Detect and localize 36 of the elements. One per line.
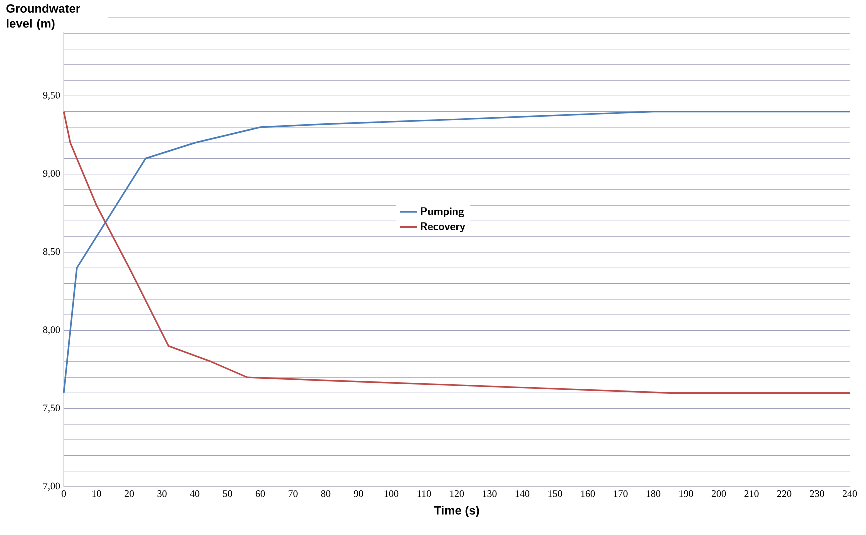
x-tick-label: 170 (614, 490, 628, 498)
x-tick-label: 100 (384, 490, 399, 498)
x-axis-title: Time (s) (434, 506, 480, 518)
x-tick-label: 40 (190, 490, 200, 498)
y-tick-label: 8,00 (43, 326, 60, 335)
x-tick-label: 60 (256, 490, 266, 498)
x-tick-label: 150 (548, 490, 562, 498)
x-tick-label: 110 (418, 490, 432, 498)
x-tick-label: 160 (581, 490, 596, 498)
x-tick-label: 180 (646, 490, 661, 498)
x-tick-label: 200 (712, 490, 726, 498)
x-tick-label: 190 (680, 490, 694, 498)
y-axis-title: Groundwater level (m) (6, 4, 80, 30)
y-tick-label: 7,00 (44, 482, 60, 492)
y-tick-label: 8,50 (43, 248, 60, 257)
x-tick-label: 10 (92, 490, 102, 498)
x-tick-label: 70 (288, 490, 298, 498)
x-tick-label: 240 (842, 490, 858, 498)
x-tick-label: 140 (516, 490, 530, 498)
x-tick-label: 220 (777, 490, 792, 498)
x-tick-label: 0 (62, 490, 66, 498)
x-tick-label: 210 (744, 490, 759, 498)
legend-label: Recovery (421, 222, 466, 233)
x-tick-label: 230 (810, 490, 824, 498)
x-tick-label: 50 (223, 490, 232, 498)
x-tick-label: 20 (124, 490, 134, 498)
x-tick-label: 130 (483, 490, 497, 498)
x-tick-label: 80 (321, 490, 331, 498)
x-tick-label: 30 (158, 490, 167, 498)
x-tick-label: 120 (450, 490, 464, 498)
y-tick-label: 7,50 (44, 404, 60, 413)
x-tick-label: 90 (354, 490, 364, 498)
legend-label: Pumping (421, 208, 464, 218)
y-tick-label: 9,00 (43, 170, 60, 178)
y-tick-label: 9,50 (43, 92, 60, 100)
line-series (63, 110, 851, 394)
